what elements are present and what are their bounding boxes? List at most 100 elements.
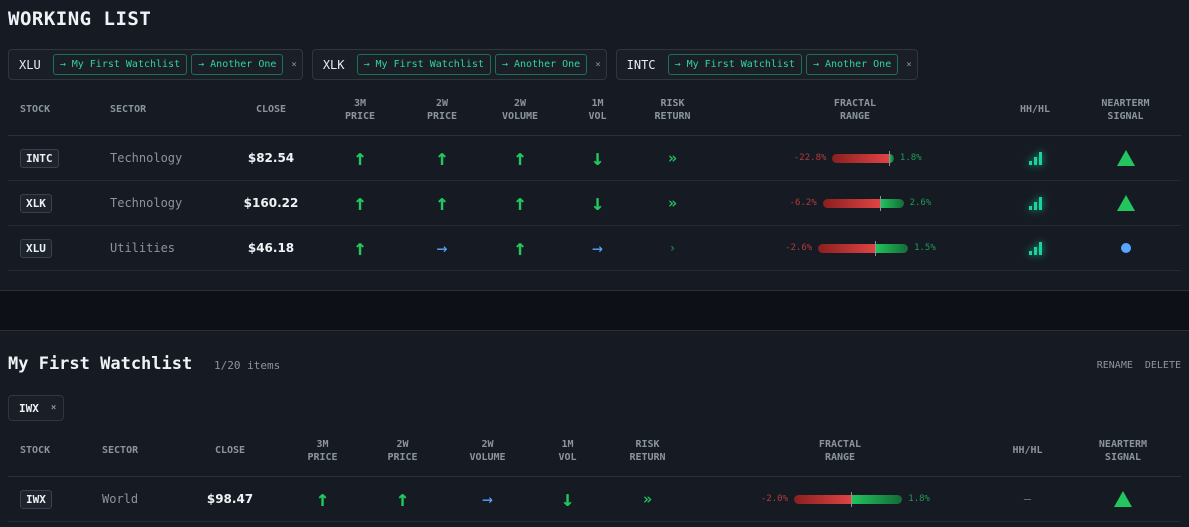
remove-chip-button[interactable]: × xyxy=(50,403,57,413)
column-header-label: 1M VOL xyxy=(558,438,577,463)
sector-label: Technology xyxy=(110,196,183,210)
arrow-up-icon: ↑ xyxy=(513,235,527,261)
fractal-negative-segment xyxy=(818,243,876,253)
add-to-watchlist-button[interactable]: → My First Watchlist xyxy=(356,54,491,75)
chip-symbol: XLU xyxy=(19,57,41,72)
risk-return-cell: › xyxy=(635,226,710,271)
fractal-negative-segment xyxy=(822,198,880,208)
column-header[interactable]: 2W PRICE xyxy=(404,84,480,136)
arrow-right-icon: → xyxy=(436,237,448,259)
column-header[interactable]: FRACTAL RANGE xyxy=(690,425,990,477)
column-header[interactable]: NEARTERM SIGNAL xyxy=(1070,84,1181,136)
chip-symbol: INTC xyxy=(626,57,656,72)
vol1m-cell: ↓ xyxy=(560,181,635,226)
signal-cell xyxy=(1065,477,1181,522)
stock-symbol-badge[interactable]: INTC xyxy=(20,148,59,168)
column-header[interactable]: 2W VOLUME xyxy=(445,425,530,477)
column-header[interactable]: RISK RETURN xyxy=(635,84,710,136)
stock-cell: XLU xyxy=(8,226,98,271)
working-list-table: STOCK SECTOR CLOSE 3M PRICE 2W PRICE 2W VOLUM… xyxy=(8,84,1181,271)
double-chevron-right-icon: » xyxy=(642,490,653,508)
delete-button[interactable]: DELETE xyxy=(1144,360,1181,371)
column-header[interactable]: RISK RETURN xyxy=(605,425,690,477)
sector-cell: World xyxy=(90,477,175,522)
column-header[interactable]: 3M PRICE xyxy=(285,425,360,477)
fractal-zero-marker xyxy=(879,195,881,211)
risk-return-cell: » xyxy=(635,181,710,226)
stock-symbol-badge[interactable]: XLK xyxy=(20,193,52,213)
close-cell: $160.22 xyxy=(226,181,316,226)
arrow-down-icon: ↓ xyxy=(590,190,605,216)
remove-chip-button[interactable]: × xyxy=(595,59,601,70)
arrow-up-icon: ↑ xyxy=(513,190,527,216)
close-cell: $82.54 xyxy=(226,136,316,181)
add-to-watchlist-button[interactable]: → My First Watchlist xyxy=(667,54,802,75)
triangle-up-icon xyxy=(1114,491,1132,507)
watchlist-chip-iwx[interactable]: IWX × xyxy=(8,395,65,421)
column-header-label: RISK RETURN xyxy=(629,438,666,463)
fractal-zero-marker xyxy=(889,150,891,166)
column-header-label: 2W VOLUME xyxy=(501,97,539,122)
fractal-high-value: 2.6% xyxy=(909,198,932,208)
fractal-range: -2.0% 1.8% xyxy=(750,491,930,507)
fractal-zero-marker xyxy=(875,240,877,256)
double-chevron-right-icon: » xyxy=(667,149,678,167)
column-header[interactable]: 1M VOL xyxy=(530,425,605,477)
stock-symbol-badge[interactable]: XLU xyxy=(20,238,52,258)
signal-bars-icon xyxy=(1028,241,1042,255)
p3m-cell: ↑ xyxy=(316,226,404,271)
p2w-cell: → xyxy=(404,226,480,271)
add-to-watchlist-button[interactable]: → Another One xyxy=(494,54,588,75)
column-header[interactable]: FRACTAL RANGE xyxy=(710,84,1000,136)
arrow-up-icon: ↑ xyxy=(513,145,527,171)
fractal-high-value: 1.8% xyxy=(899,153,922,163)
add-to-watchlist-button[interactable]: → Another One xyxy=(805,54,899,75)
fractal-range-bar xyxy=(794,491,903,507)
column-header[interactable]: SECTOR xyxy=(90,425,175,477)
vol1m-cell: → xyxy=(560,226,635,271)
p3m-cell: ↑ xyxy=(316,136,404,181)
close-price: $98.47 xyxy=(206,492,254,506)
column-header[interactable]: CLOSE xyxy=(175,425,285,477)
column-header[interactable]: 2W VOLUME xyxy=(480,84,560,136)
column-header[interactable]: SECTOR xyxy=(98,84,226,136)
column-header[interactable]: HH/HL xyxy=(1000,84,1070,136)
working-chip-xlu: XLU → My First Watchlist → Another One × xyxy=(8,49,303,80)
sector-label: Technology xyxy=(110,151,183,165)
arrow-up-icon: ↑ xyxy=(353,235,367,261)
stock-cell: XLK xyxy=(8,181,98,226)
v2w-cell: ↑ xyxy=(480,181,560,226)
remove-chip-button[interactable]: × xyxy=(291,59,297,70)
column-header[interactable]: HH/HL xyxy=(990,425,1065,477)
fractal-high-value: 1.5% xyxy=(914,243,936,253)
vol1m-cell: ↓ xyxy=(530,477,605,522)
stock-symbol-badge[interactable]: IWX xyxy=(20,489,52,509)
column-header[interactable]: STOCK xyxy=(8,425,90,477)
column-header[interactable]: 2W PRICE xyxy=(360,425,445,477)
fractal-range: -6.2% 2.6% xyxy=(779,195,932,211)
fractal-zero-marker xyxy=(851,491,852,507)
close-price: $82.54 xyxy=(247,151,295,165)
signal-cell xyxy=(1070,136,1181,181)
rename-button[interactable]: RENAME xyxy=(1096,360,1133,371)
add-to-watchlist-button[interactable]: → My First Watchlist xyxy=(52,54,188,75)
fractal-range-cell: -22.8% 1.8% xyxy=(710,136,1000,181)
fractal-high-value: 1.8% xyxy=(908,494,930,504)
column-header[interactable]: STOCK xyxy=(8,84,98,136)
column-header[interactable]: CLOSE xyxy=(226,84,316,136)
column-header[interactable]: NEARTERM SIGNAL xyxy=(1065,425,1181,477)
column-header-label: 1M VOL xyxy=(588,97,607,122)
column-header-label: FRACTAL RANGE xyxy=(818,438,862,463)
fractal-positive-segment xyxy=(889,153,894,163)
watchlist-table: STOCK SECTOR CLOSE 3M PRICE 2W PRICE 2W VOLUM… xyxy=(8,425,1181,522)
column-header[interactable]: 3M PRICE xyxy=(316,84,404,136)
working-chip-xlk: XLK → My First Watchlist → Another One × xyxy=(311,49,607,80)
working-list-chips: XLU → My First Watchlist → Another One × XLK… xyxy=(8,49,918,80)
add-to-watchlist-button[interactable]: → Another One xyxy=(191,54,284,75)
triangle-up-icon xyxy=(1116,195,1135,211)
vol1m-cell: ↓ xyxy=(560,136,635,181)
column-header[interactable]: 1M VOL xyxy=(560,84,635,136)
stock-cell: IWX xyxy=(8,477,90,522)
remove-chip-button[interactable]: × xyxy=(906,59,912,70)
fractal-range-bar xyxy=(818,240,909,256)
